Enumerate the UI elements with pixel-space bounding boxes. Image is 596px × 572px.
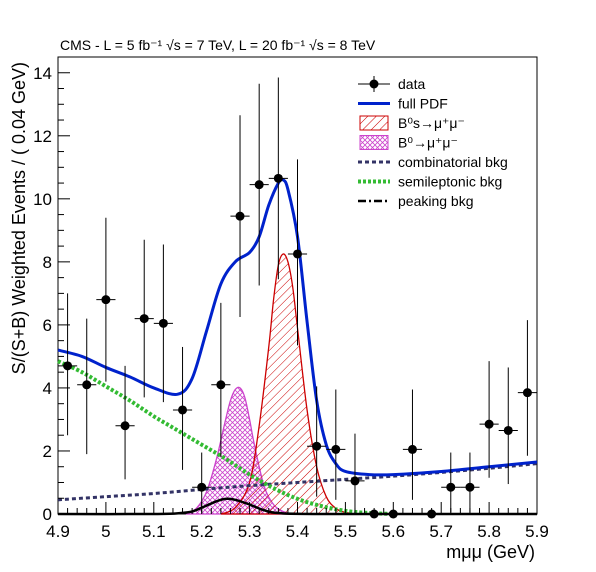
x-tick-label: 5.1 xyxy=(142,522,166,541)
data-point xyxy=(153,244,173,403)
chart-title: CMS - L = 5 fb⁻¹ √s = 7 TeV, L = 20 fb⁻¹… xyxy=(60,37,376,53)
data-point xyxy=(345,433,365,513)
data-point xyxy=(58,293,78,436)
x-tick-label: 5 xyxy=(101,522,110,541)
data-point xyxy=(211,302,231,458)
data-point xyxy=(441,452,461,513)
data-point xyxy=(134,239,154,398)
series-combinatorial-line xyxy=(57,462,538,502)
data-point xyxy=(402,389,423,500)
y-tick-label: 0 xyxy=(43,505,52,524)
legend-entry: peaking bkg xyxy=(358,193,474,209)
data-point xyxy=(326,389,346,500)
data-point xyxy=(460,452,480,513)
data-point xyxy=(96,217,116,382)
data-point xyxy=(479,361,499,478)
x-tick-label: 5.3 xyxy=(238,522,262,541)
data-point xyxy=(230,115,250,318)
x-tick-label: 5.2 xyxy=(190,522,214,541)
x-tick-label: 5.6 xyxy=(381,522,405,541)
x-tick-label: 5.4 xyxy=(286,522,310,541)
data-point xyxy=(307,386,327,497)
legend-label: data xyxy=(398,76,425,92)
legend-label: combinatorial bkg xyxy=(398,154,508,170)
y-axis-label: S/(S+B) Weighted Events / ( 0.04 GeV) xyxy=(9,62,29,374)
legend-entry: B⁰s→μ⁺μ⁻ xyxy=(359,115,465,131)
y-tick-label: 10 xyxy=(33,190,52,209)
legend-entry: data xyxy=(358,76,425,92)
y-tick-label: 4 xyxy=(43,379,52,398)
data-point xyxy=(498,367,518,485)
data-point xyxy=(249,83,269,286)
legend-label: B⁰s→μ⁺μ⁻ xyxy=(398,115,465,131)
data-point xyxy=(115,365,135,480)
legend-label: full PDF xyxy=(398,96,448,112)
legend-entry: B⁰→μ⁺μ⁻ xyxy=(359,135,458,151)
x-tick-label: 4.9 xyxy=(46,522,70,541)
x-tick-label: 5.9 xyxy=(525,522,549,541)
y-tick-label: 8 xyxy=(43,253,52,272)
data-point xyxy=(287,159,308,346)
data-point xyxy=(517,320,537,456)
x-tick-label: 5.7 xyxy=(429,522,453,541)
series-bs-shape xyxy=(220,253,356,515)
x-tick-label: 5.5 xyxy=(334,522,358,541)
data-point xyxy=(77,318,97,455)
legend-label: B⁰→μ⁺μ⁻ xyxy=(398,135,458,151)
series-semileptonic-line xyxy=(57,359,394,516)
legend-label: semileptonic bkg xyxy=(398,174,502,190)
data-point xyxy=(172,346,193,470)
legend-entry: full PDF xyxy=(358,96,448,112)
x-axis-label: mμμ (GeV) xyxy=(446,542,535,562)
legend-label: peaking bkg xyxy=(398,193,474,209)
y-tick-label: 12 xyxy=(33,127,52,146)
y-tick-label: 6 xyxy=(43,316,52,335)
y-tick-label: 2 xyxy=(43,442,52,461)
data-point xyxy=(268,77,288,280)
series-peaking-line xyxy=(57,497,538,516)
y-tick-label: 14 xyxy=(33,64,52,83)
legend-entry: semileptonic bkg xyxy=(358,174,502,190)
x-tick-label: 5.8 xyxy=(477,522,501,541)
legend-entry: combinatorial bkg xyxy=(358,154,508,170)
